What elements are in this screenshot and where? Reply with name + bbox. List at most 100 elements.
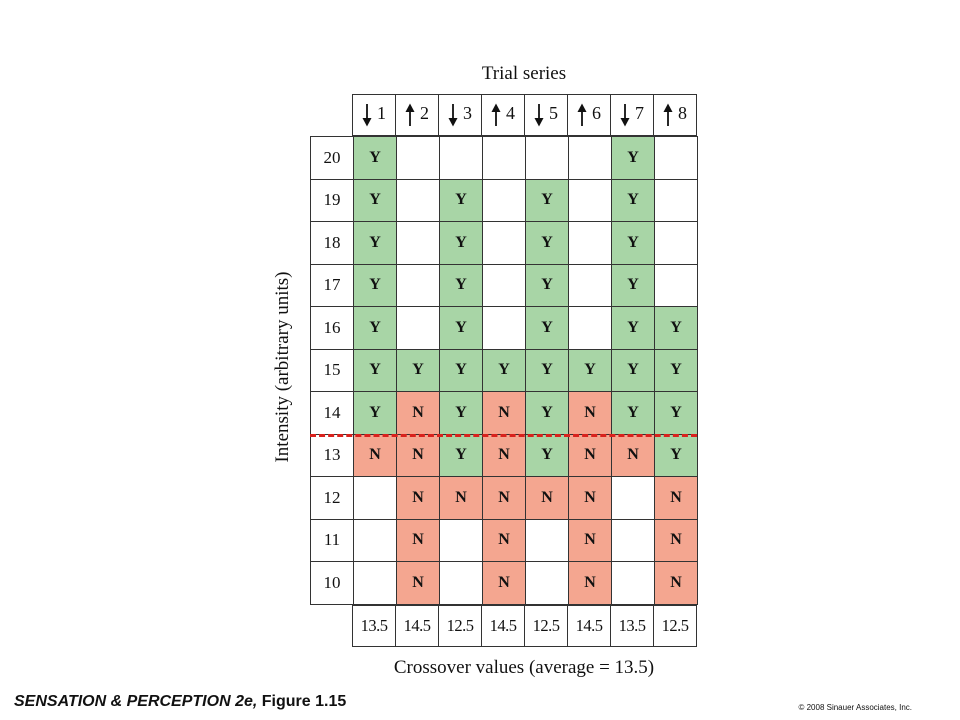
- response-yes-cell: Y: [525, 391, 569, 435]
- crossover-value: 12.5: [524, 605, 568, 647]
- response-empty-cell: [568, 136, 612, 180]
- book-title: SENSATION & PERCEPTION 2e,: [14, 693, 258, 710]
- intensity-row-15: 15 Y Y Y Y Y Y Y Y: [310, 348, 698, 392]
- response-yes-cell: Y: [439, 263, 483, 307]
- response-empty-cell: [568, 178, 612, 222]
- intensity-label: 10: [310, 561, 354, 605]
- arrow-down-icon: [448, 104, 458, 127]
- arrow-up-icon: [405, 103, 415, 126]
- intensity-row-17: 17 Y Y Y Y: [310, 263, 698, 307]
- intensity-label: 19: [310, 178, 354, 222]
- response-empty-cell: [611, 476, 655, 520]
- response-yes-cell: Y: [525, 263, 569, 307]
- response-yes-cell: Y: [353, 348, 397, 392]
- response-yes-cell: Y: [654, 391, 698, 435]
- response-empty-cell: [353, 518, 397, 562]
- response-no-cell: N: [396, 561, 440, 605]
- response-empty-cell: [611, 561, 655, 605]
- trial-series-2: 2: [395, 94, 439, 136]
- arrow-down-icon: [620, 104, 630, 127]
- response-yes-cell: Y: [525, 433, 569, 477]
- response-yes-cell: Y: [568, 348, 612, 392]
- response-empty-cell: [611, 518, 655, 562]
- response-empty-cell: [353, 561, 397, 605]
- response-yes-cell: Y: [353, 263, 397, 307]
- response-no-cell: N: [568, 561, 612, 605]
- crossover-value: 13.5: [610, 605, 654, 647]
- response-yes-cell: Y: [654, 306, 698, 350]
- x-axis-label: Crossover values (average = 13.5): [393, 657, 655, 678]
- response-empty-cell: [525, 518, 569, 562]
- intensity-row-13: 13 N N Y N Y N N Y: [310, 433, 698, 477]
- response-no-cell: N: [525, 476, 569, 520]
- intensity-label: 14: [310, 391, 354, 435]
- response-empty-cell: [482, 136, 526, 180]
- response-empty-cell: [654, 263, 698, 307]
- trial-series-7: 7: [610, 94, 654, 136]
- trial-series-6: 6: [567, 94, 611, 136]
- trial-number: 4: [506, 103, 515, 124]
- trial-series-3: 3: [438, 94, 482, 136]
- response-empty-cell: [396, 263, 440, 307]
- response-yes-cell: Y: [611, 306, 655, 350]
- response-empty-cell: [396, 136, 440, 180]
- response-yes-cell: Y: [396, 348, 440, 392]
- response-empty-cell: [482, 178, 526, 222]
- response-no-cell: N: [396, 433, 440, 477]
- intensity-row-16: 16 Y Y Y Y Y: [310, 306, 698, 350]
- response-yes-cell: Y: [353, 391, 397, 435]
- response-no-cell: N: [439, 476, 483, 520]
- response-yes-cell: Y: [439, 306, 483, 350]
- response-empty-cell: [439, 136, 483, 180]
- intensity-label: 13: [310, 433, 354, 477]
- trial-series-header: 1 2 3 4 5 6 7 8: [352, 94, 697, 136]
- crossover-values-table: 13.5 14.5 12.5 14.5 12.5 14.5 13.5 12.5: [352, 605, 697, 647]
- intensity-row-11: 11 N N N N: [310, 518, 698, 562]
- intensity-row-20: 20 Y Y: [310, 136, 698, 180]
- response-empty-cell: [396, 221, 440, 265]
- threshold-line: [310, 434, 697, 437]
- trial-series-5: 5: [524, 94, 568, 136]
- response-yes-cell: Y: [611, 391, 655, 435]
- arrow-down-icon: [534, 104, 544, 127]
- response-no-cell: N: [482, 391, 526, 435]
- response-no-cell: N: [482, 561, 526, 605]
- trial-number: 3: [463, 103, 472, 124]
- response-empty-cell: [482, 263, 526, 307]
- arrow-up-icon: [577, 103, 587, 126]
- response-yes-cell: Y: [525, 348, 569, 392]
- response-yes-cell: Y: [353, 306, 397, 350]
- response-no-cell: N: [396, 518, 440, 562]
- response-empty-cell: [654, 221, 698, 265]
- trial-series-8: 8: [653, 94, 697, 136]
- response-empty-cell: [654, 136, 698, 180]
- response-empty-cell: [439, 561, 483, 605]
- intensity-label: 16: [310, 306, 354, 350]
- crossover-value: 12.5: [438, 605, 482, 647]
- intensity-label: 17: [310, 263, 354, 307]
- response-no-cell: N: [482, 518, 526, 562]
- intensity-label: 20: [310, 136, 354, 180]
- intensity-label: 11: [310, 518, 354, 562]
- response-no-cell: N: [353, 433, 397, 477]
- intensity-row-10: 10 N N N N: [310, 561, 698, 605]
- arrow-up-icon: [663, 103, 673, 126]
- response-yes-cell: Y: [439, 433, 483, 477]
- response-no-cell: N: [482, 433, 526, 477]
- response-no-cell: N: [482, 476, 526, 520]
- intensity-row-12: 12 N N N N N N: [310, 476, 698, 520]
- arrow-down-icon: [362, 104, 372, 127]
- response-no-cell: N: [568, 433, 612, 477]
- response-empty-cell: [568, 263, 612, 307]
- response-yes-cell: Y: [654, 348, 698, 392]
- response-yes-cell: Y: [611, 263, 655, 307]
- trial-number: 2: [420, 103, 429, 124]
- response-yes-cell: Y: [439, 391, 483, 435]
- response-yes-cell: Y: [525, 221, 569, 265]
- intensity-label: 12: [310, 476, 354, 520]
- intensity-row-19: 19 Y Y Y Y: [310, 178, 698, 222]
- response-empty-cell: [396, 306, 440, 350]
- response-yes-cell: Y: [654, 433, 698, 477]
- response-empty-cell: [353, 476, 397, 520]
- response-no-cell: N: [568, 518, 612, 562]
